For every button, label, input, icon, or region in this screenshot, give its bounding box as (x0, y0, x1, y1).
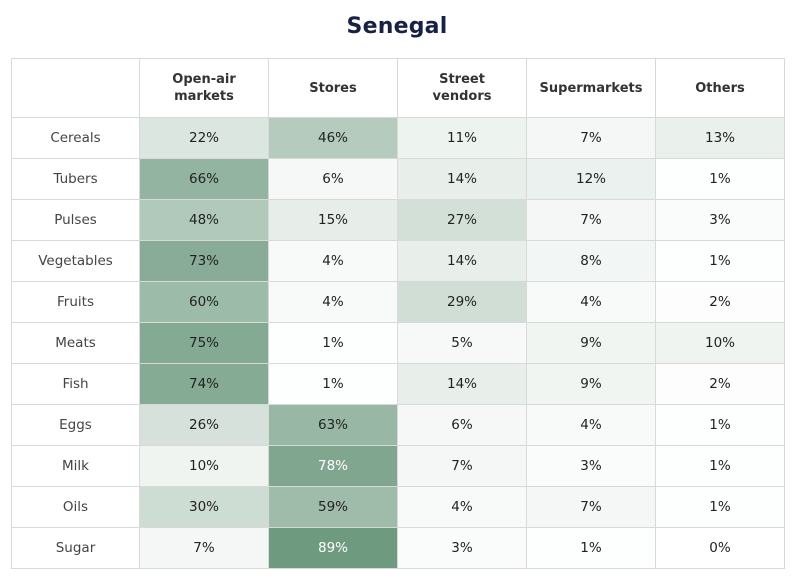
heatmap-cell: 1% (655, 445, 785, 487)
heatmap-cell: 6% (268, 158, 398, 200)
heatmap-cell: 4% (526, 281, 656, 323)
heatmap-cell: 63% (268, 404, 398, 446)
heatmap-cell: 10% (139, 445, 269, 487)
heatmap-cell: 4% (526, 404, 656, 446)
heatmap-cell: 3% (397, 527, 527, 569)
heatmap-cell: 11% (397, 117, 527, 159)
heatmap-cell: 9% (526, 363, 656, 405)
heatmap-cell: 5% (397, 322, 527, 364)
heatmap-cell: 1% (526, 527, 656, 569)
table-body: Cereals 22% 46% 11% 7% 13% Tubers 66% 6% 14% 12% 1%… (11, 117, 785, 569)
heatmap-cell: 8% (526, 240, 656, 282)
row-label: Eggs (11, 404, 140, 446)
column-header: Supermarkets (526, 58, 656, 118)
chart-title: Senegal (346, 14, 448, 39)
heatmap-cell: 14% (397, 240, 527, 282)
row-label: Tubers (11, 158, 140, 200)
table-row: Sugar 7% 89% 3% 1% 0% (11, 527, 785, 569)
table-row: Meats 75% 1% 5% 9% 10% (11, 322, 785, 364)
heatmap-cell: 13% (655, 117, 785, 159)
heatmap-cell: 2% (655, 281, 785, 323)
column-header: Street vendors (397, 58, 527, 118)
column-header: Open-air markets (139, 58, 269, 118)
table-row: Cereals 22% 46% 11% 7% 13% (11, 117, 785, 159)
row-label: Oils (11, 486, 140, 528)
heatmap-cell: 29% (397, 281, 527, 323)
heatmap-cell: 7% (526, 486, 656, 528)
heatmap-cell: 3% (526, 445, 656, 487)
column-header-text: markets (174, 89, 234, 104)
corner-cell (11, 58, 140, 118)
row-label: Meats (11, 322, 140, 364)
heatmap-cell: 1% (655, 486, 785, 528)
table-row: Vegetables 73% 4% 14% 8% 1% (11, 240, 785, 282)
table-row: Fruits 60% 4% 29% 4% 2% (11, 281, 785, 323)
row-label: Milk (11, 445, 140, 487)
heatmap-cell: 4% (268, 281, 398, 323)
column-header-text: Street (439, 72, 485, 87)
column-header-text: vendors (432, 89, 492, 104)
heatmap-cell: 1% (655, 240, 785, 282)
heatmap-cell: 2% (655, 363, 785, 405)
heatmap-cell: 0% (655, 527, 785, 569)
heatmap-cell: 12% (526, 158, 656, 200)
heatmap-cell: 1% (268, 322, 398, 364)
heatmap-cell: 7% (397, 445, 527, 487)
heatmap-cell: 59% (268, 486, 398, 528)
heatmap-cell: 7% (526, 117, 656, 159)
column-header-text: Supermarkets (539, 80, 643, 96)
heatmap-cell: 7% (526, 199, 656, 241)
row-label: Cereals (11, 117, 140, 159)
column-header: Others (655, 58, 785, 118)
column-header-text: Open-air (172, 72, 236, 87)
row-label: Fish (11, 363, 140, 405)
row-label: Fruits (11, 281, 140, 323)
heatmap-cell: 22% (139, 117, 269, 159)
table-row: Milk 10% 78% 7% 3% 1% (11, 445, 785, 487)
heatmap-cell: 73% (139, 240, 269, 282)
heatmap-cell: 1% (655, 404, 785, 446)
heatmap-cell: 15% (268, 199, 398, 241)
row-label: Sugar (11, 527, 140, 569)
row-label: Pulses (11, 199, 140, 241)
heatmap-cell: 6% (397, 404, 527, 446)
heatmap-cell: 78% (268, 445, 398, 487)
heatmap-cell: 9% (526, 322, 656, 364)
column-header: Stores (268, 58, 398, 118)
heatmap-cell: 74% (139, 363, 269, 405)
table-row: Eggs 26% 63% 6% 4% 1% (11, 404, 785, 446)
heatmap-cell: 46% (268, 117, 398, 159)
heatmap-cell: 4% (268, 240, 398, 282)
table-row: Fish 74% 1% 14% 9% 2% (11, 363, 785, 405)
heatmap-cell: 1% (268, 363, 398, 405)
heatmap-cell: 30% (139, 486, 269, 528)
heatmap-cell: 60% (139, 281, 269, 323)
heatmap-cell: 14% (397, 158, 527, 200)
table-row: Oils 30% 59% 4% 7% 1% (11, 486, 785, 528)
heatmap-cell: 4% (397, 486, 527, 528)
column-header-text: Others (695, 80, 745, 96)
heatmap-cell: 89% (268, 527, 398, 569)
heatmap-cell: 3% (655, 199, 785, 241)
heatmap-cell: 48% (139, 199, 269, 241)
heatmap-cell: 10% (655, 322, 785, 364)
heatmap-cell: 1% (655, 158, 785, 200)
heatmap-cell: 7% (139, 527, 269, 569)
column-header-text: Stores (309, 80, 357, 96)
heatmap-cell: 14% (397, 363, 527, 405)
table-row: Pulses 48% 15% 27% 7% 3% (11, 199, 785, 241)
heatmap-cell: 75% (139, 322, 269, 364)
heatmap-cell: 66% (139, 158, 269, 200)
header-row: Open-air markets Stores Street vendors Superm… (11, 58, 785, 118)
heatmap-cell: 27% (397, 199, 527, 241)
heatmap-cell: 26% (139, 404, 269, 446)
row-label: Vegetables (11, 240, 140, 282)
heatmap-table: Open-air markets Stores Street vendors Superm… (11, 58, 785, 569)
table-row: Tubers 66% 6% 14% 12% 1% (11, 158, 785, 200)
